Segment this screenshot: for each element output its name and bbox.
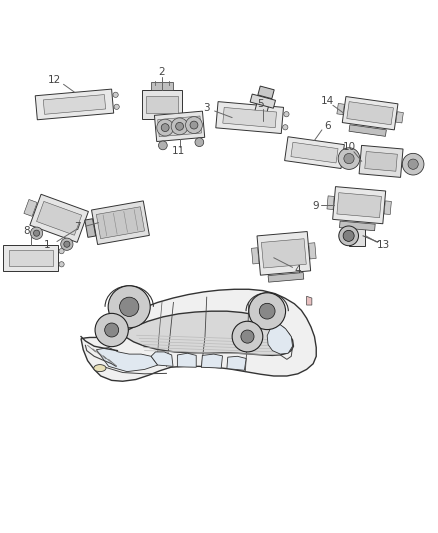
Circle shape: [284, 111, 289, 117]
Text: 3: 3: [203, 102, 210, 112]
Circle shape: [339, 226, 359, 246]
Polygon shape: [114, 311, 293, 356]
Circle shape: [190, 121, 198, 129]
Polygon shape: [365, 151, 397, 171]
Polygon shape: [177, 353, 196, 367]
Text: 10: 10: [343, 142, 356, 152]
Polygon shape: [347, 102, 393, 125]
Polygon shape: [9, 250, 53, 265]
Polygon shape: [327, 196, 334, 209]
Text: 1: 1: [44, 240, 51, 251]
Circle shape: [176, 123, 184, 130]
Polygon shape: [349, 125, 386, 136]
Circle shape: [186, 117, 202, 133]
Polygon shape: [43, 94, 106, 114]
Text: 12: 12: [48, 75, 61, 85]
Polygon shape: [332, 187, 386, 224]
Polygon shape: [396, 112, 403, 123]
Polygon shape: [285, 137, 344, 168]
Polygon shape: [250, 94, 276, 108]
Polygon shape: [257, 231, 311, 275]
Polygon shape: [81, 289, 316, 381]
Polygon shape: [349, 226, 365, 246]
Polygon shape: [96, 348, 158, 372]
Polygon shape: [24, 199, 37, 216]
Circle shape: [59, 262, 64, 267]
Polygon shape: [227, 356, 246, 370]
Polygon shape: [30, 194, 88, 243]
Circle shape: [171, 118, 188, 135]
Polygon shape: [223, 108, 276, 128]
Polygon shape: [337, 103, 344, 115]
Polygon shape: [96, 207, 145, 239]
Polygon shape: [158, 116, 201, 136]
Polygon shape: [337, 192, 381, 217]
Text: 6: 6: [324, 122, 331, 131]
Polygon shape: [85, 219, 95, 237]
Circle shape: [283, 125, 288, 130]
Polygon shape: [342, 96, 398, 130]
Polygon shape: [151, 352, 173, 366]
Polygon shape: [216, 102, 283, 134]
Polygon shape: [92, 201, 149, 245]
Circle shape: [232, 321, 263, 352]
Circle shape: [33, 230, 39, 236]
Circle shape: [161, 124, 169, 132]
Circle shape: [59, 248, 64, 254]
Text: 2: 2: [158, 68, 165, 77]
Circle shape: [108, 286, 150, 328]
Circle shape: [159, 141, 167, 150]
Polygon shape: [253, 87, 273, 122]
Text: 9: 9: [312, 201, 319, 211]
Polygon shape: [384, 201, 392, 214]
Circle shape: [408, 159, 418, 169]
Circle shape: [249, 293, 286, 329]
Text: 7: 7: [74, 222, 81, 232]
Circle shape: [241, 330, 254, 343]
Circle shape: [403, 154, 424, 175]
Circle shape: [195, 138, 204, 147]
Circle shape: [114, 104, 119, 109]
Polygon shape: [201, 354, 223, 368]
Text: 8: 8: [23, 227, 30, 237]
Polygon shape: [35, 89, 114, 120]
Polygon shape: [36, 201, 82, 235]
Circle shape: [338, 148, 360, 169]
Circle shape: [343, 230, 354, 241]
Circle shape: [157, 119, 173, 136]
Polygon shape: [267, 324, 293, 354]
Text: 4: 4: [294, 265, 301, 275]
Polygon shape: [142, 90, 182, 119]
Circle shape: [344, 154, 354, 164]
Polygon shape: [155, 111, 205, 142]
Circle shape: [30, 227, 42, 239]
Polygon shape: [307, 296, 312, 305]
Circle shape: [259, 303, 275, 319]
Circle shape: [64, 241, 70, 247]
Text: 14: 14: [321, 96, 334, 106]
Text: 13: 13: [377, 240, 390, 251]
Circle shape: [105, 323, 119, 337]
Polygon shape: [4, 245, 58, 271]
Polygon shape: [146, 96, 178, 113]
Text: 11: 11: [172, 146, 185, 156]
Circle shape: [113, 92, 118, 98]
Polygon shape: [151, 82, 173, 90]
Circle shape: [343, 160, 348, 166]
Circle shape: [344, 149, 350, 154]
Polygon shape: [359, 146, 403, 177]
Polygon shape: [258, 86, 274, 99]
Polygon shape: [291, 142, 338, 163]
Polygon shape: [261, 239, 306, 268]
Polygon shape: [251, 248, 259, 264]
Circle shape: [120, 297, 139, 317]
Circle shape: [61, 238, 73, 251]
Circle shape: [95, 313, 128, 346]
Text: 5: 5: [257, 100, 264, 109]
Ellipse shape: [94, 365, 106, 372]
Polygon shape: [268, 272, 304, 282]
Polygon shape: [339, 221, 375, 231]
Polygon shape: [309, 243, 316, 259]
